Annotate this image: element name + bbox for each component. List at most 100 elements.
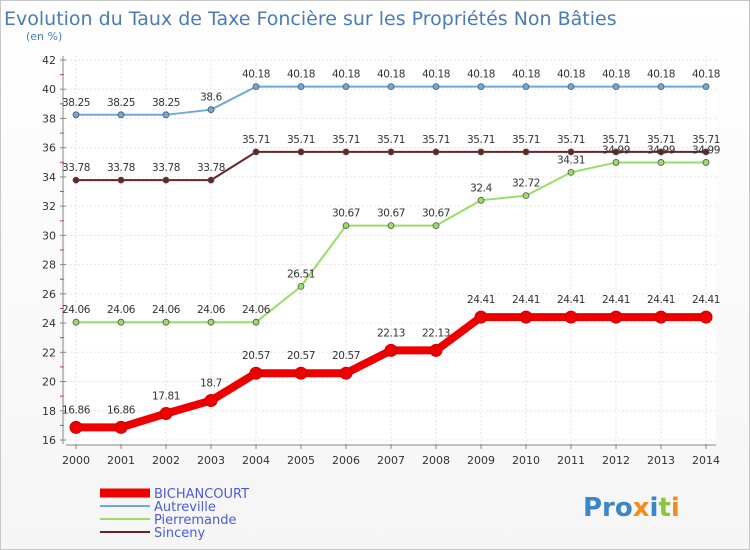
data-point — [702, 83, 710, 90]
data-label: 33.78 — [197, 162, 225, 174]
series-lines — [69, 83, 713, 434]
data-label: 24.41 — [467, 294, 495, 306]
x-tick-label: 2008 — [422, 454, 450, 467]
y-axis-unit: (en %) — [26, 30, 62, 43]
data-label: 32.4 — [470, 182, 492, 194]
data-point — [249, 366, 263, 380]
data-point — [657, 83, 665, 90]
legend-label-bichancourt: BICHANCOURT — [154, 487, 249, 502]
data-point — [162, 318, 170, 326]
data-label: 38.6 — [200, 92, 222, 104]
data-label: 33.78 — [62, 162, 90, 174]
data-point — [117, 176, 125, 184]
data-point — [699, 310, 713, 324]
data-label: 40.18 — [467, 69, 495, 81]
data-point — [702, 159, 710, 166]
data-point — [207, 176, 215, 184]
data-point — [387, 222, 395, 229]
data-label: 35.71 — [602, 134, 630, 146]
data-label: 20.57 — [332, 350, 360, 362]
data-point — [657, 148, 665, 156]
data-point — [342, 222, 350, 229]
x-tick-label: 2005 — [287, 454, 315, 467]
data-point — [567, 83, 575, 90]
data-label: 33.78 — [107, 162, 135, 174]
data-label: 24.06 — [62, 304, 91, 316]
data-label: 20.57 — [242, 350, 270, 362]
data-label: 40.18 — [557, 69, 585, 81]
data-point — [69, 420, 83, 434]
data-label: 17.81 — [152, 391, 180, 403]
data-label: 35.71 — [287, 134, 315, 146]
data-point — [702, 148, 710, 156]
data-label: 35.71 — [692, 134, 720, 146]
data-label: 18.7 — [200, 378, 222, 390]
data-point — [387, 83, 395, 90]
data-point — [342, 83, 350, 90]
data-point — [612, 148, 620, 156]
legend-label-sinceny: Sinceny — [154, 526, 205, 541]
data-label: 32.72 — [512, 178, 540, 190]
data-label: 40.18 — [422, 69, 450, 81]
y-tick-label: 38 — [42, 112, 56, 125]
x-tick-label: 2009 — [467, 454, 495, 467]
data-point — [297, 282, 305, 290]
data-label: 16.86 — [62, 404, 91, 416]
data-point — [432, 222, 440, 229]
data-point — [477, 148, 485, 156]
data-point — [477, 196, 485, 204]
data-label: 26.51 — [287, 268, 315, 280]
data-label: 40.18 — [647, 69, 675, 81]
axes: 16 18 20 22 24 26 28 30 32 34 36 38 40 42 2000 2001 2002… — [42, 54, 720, 467]
data-label: 24.06 — [152, 304, 181, 316]
data-point — [72, 111, 80, 119]
chart-title: Evolution du Taux de Taxe Foncière sur l… — [4, 8, 617, 30]
data-label: 35.71 — [377, 134, 405, 146]
y-tick-label: 42 — [42, 54, 56, 67]
data-label: 24.41 — [692, 294, 720, 306]
data-point — [384, 343, 398, 357]
data-point — [72, 176, 80, 184]
data-label: 30.67 — [332, 208, 360, 220]
x-tick-label: 2006 — [332, 454, 360, 467]
data-point — [72, 318, 80, 326]
data-labels: 16.86 16.86 17.81 18.7 20.57 20.57 20.57 22.13 2… — [62, 69, 720, 417]
data-point — [612, 159, 620, 166]
data-label: 40.18 — [242, 69, 270, 81]
data-label: 24.06 — [242, 304, 271, 316]
y-tick-label: 18 — [42, 405, 56, 418]
x-tick-label: 2004 — [242, 454, 270, 467]
data-label: 40.18 — [512, 69, 540, 81]
y-tick-label: 22 — [42, 346, 56, 359]
data-point — [474, 310, 488, 324]
data-point — [612, 83, 620, 90]
data-point — [294, 366, 308, 380]
data-label: 35.71 — [512, 134, 540, 146]
y-tick-label: 36 — [42, 142, 56, 155]
data-point — [522, 192, 530, 200]
data-label: 35.71 — [332, 134, 360, 146]
data-label: 35.71 — [557, 134, 585, 146]
data-point — [432, 148, 440, 156]
data-point — [252, 318, 260, 326]
x-tick-label: 2010 — [512, 454, 540, 467]
x-tick-label: 2001 — [107, 454, 135, 467]
data-label: 38.25 — [152, 97, 180, 109]
data-label: 24.41 — [647, 294, 675, 306]
data-label: 24.41 — [557, 294, 585, 306]
data-label: 22.13 — [422, 327, 450, 339]
x-tick-label: 2011 — [557, 454, 585, 467]
data-label: 40.18 — [602, 69, 630, 81]
data-point — [522, 83, 530, 90]
data-label: 24.06 — [107, 304, 136, 316]
grid — [66, 56, 716, 444]
data-label: 38.25 — [62, 97, 90, 109]
y-tick-label: 24 — [42, 317, 56, 330]
data-label: 34.99 — [692, 144, 720, 156]
data-label: 24.41 — [512, 294, 540, 306]
y-tick-label: 30 — [42, 229, 56, 242]
x-tick-label: 2012 — [602, 454, 630, 467]
data-point — [477, 83, 485, 90]
y-tick-label: 40 — [42, 83, 56, 96]
